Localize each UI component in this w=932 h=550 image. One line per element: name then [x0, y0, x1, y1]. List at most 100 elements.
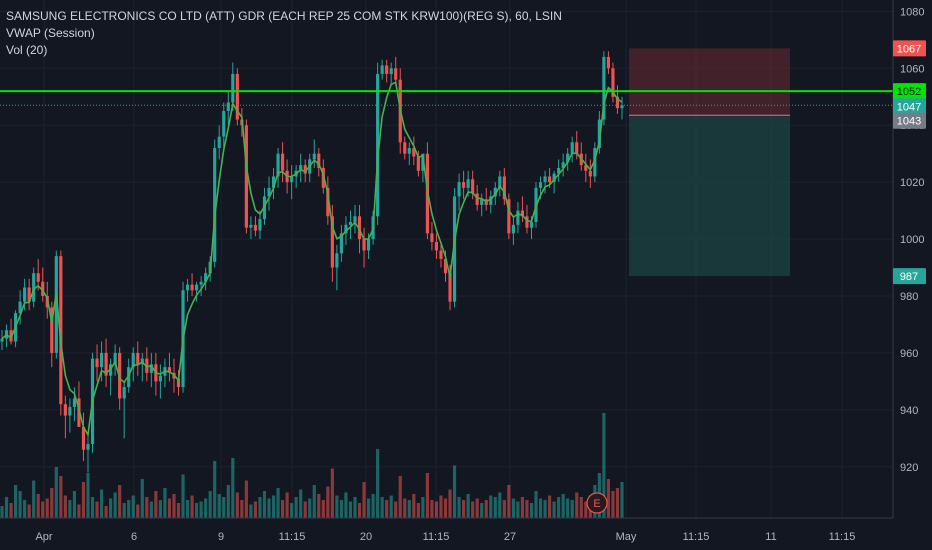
candle[interactable] [348, 222, 353, 225]
candle[interactable] [511, 224, 515, 234]
candle[interactable] [575, 142, 579, 154]
candle[interactable] [253, 224, 258, 231]
candle[interactable] [520, 210, 525, 217]
candle[interactable] [502, 176, 506, 200]
candle[interactable] [615, 96, 620, 109]
candle[interactable] [353, 216, 357, 222]
candle[interactable] [457, 182, 461, 197]
candle[interactable] [18, 301, 22, 314]
candle[interactable] [190, 284, 194, 291]
candle[interactable] [222, 111, 226, 137]
candle[interactable] [538, 182, 543, 188]
candle[interactable] [312, 153, 316, 160]
candle[interactable] [434, 241, 439, 251]
candle[interactable] [113, 352, 117, 365]
candle[interactable] [335, 253, 339, 268]
candle[interactable] [41, 281, 45, 296]
candle[interactable] [366, 239, 371, 251]
candle[interactable] [50, 307, 54, 353]
candle[interactable] [394, 68, 398, 80]
candle[interactable] [68, 407, 72, 416]
candle[interactable] [131, 352, 135, 368]
volume-indicator-label[interactable]: Vol (20) [6, 43, 48, 57]
candle[interactable] [548, 176, 552, 183]
candle[interactable] [235, 74, 239, 120]
candle[interactable] [127, 367, 131, 388]
candle[interactable] [244, 125, 248, 228]
candle[interactable] [480, 199, 484, 205]
candle[interactable] [412, 148, 416, 157]
candle[interactable] [299, 165, 303, 171]
candle[interactable] [290, 176, 294, 183]
candle[interactable] [385, 65, 389, 74]
earnings-icon[interactable] [586, 492, 608, 514]
candle[interactable] [557, 167, 561, 174]
candle[interactable] [77, 398, 81, 427]
candle[interactable] [466, 179, 470, 188]
candle[interactable] [452, 196, 457, 302]
candle[interactable] [54, 256, 58, 353]
candle[interactable] [475, 193, 479, 205]
candle[interactable] [611, 68, 615, 97]
candle[interactable] [231, 74, 235, 103]
candle[interactable] [593, 148, 597, 177]
candle[interactable] [606, 56, 611, 69]
candle[interactable] [570, 142, 574, 154]
candle[interactable] [403, 142, 407, 154]
candle[interactable] [149, 364, 153, 373]
candle[interactable] [281, 153, 285, 171]
candle[interactable] [63, 404, 67, 416]
candle[interactable] [462, 182, 466, 188]
candle[interactable] [620, 105, 624, 109]
candle[interactable] [326, 187, 330, 217]
candle[interactable] [27, 287, 31, 302]
candle[interactable] [357, 216, 362, 240]
candle[interactable] [448, 273, 452, 302]
candle[interactable] [597, 119, 601, 148]
candle[interactable] [199, 281, 203, 285]
candle[interactable] [344, 224, 348, 234]
candle[interactable] [9, 330, 13, 342]
stop-loss-zone[interactable] [629, 48, 790, 117]
candle[interactable] [32, 273, 36, 302]
candle[interactable] [516, 210, 520, 225]
candle[interactable] [95, 358, 99, 368]
candle[interactable] [588, 170, 592, 177]
candle[interactable] [86, 444, 90, 450]
candle[interactable] [99, 352, 104, 368]
candle[interactable] [217, 136, 221, 148]
candle[interactable] [317, 153, 321, 168]
vwap-indicator-label[interactable]: VWAP (Session) [6, 26, 95, 40]
candle[interactable] [145, 358, 149, 373]
candle[interactable] [185, 284, 190, 291]
candle[interactable] [584, 165, 588, 171]
candle[interactable] [176, 378, 181, 388]
candle[interactable] [276, 153, 280, 177]
candle[interactable] [330, 216, 334, 268]
candle[interactable] [158, 375, 162, 382]
candle[interactable] [249, 224, 253, 228]
candle[interactable] [471, 179, 475, 194]
candle[interactable] [204, 273, 208, 282]
candle[interactable] [416, 156, 420, 171]
candle[interactable] [443, 259, 448, 274]
candle[interactable] [0, 338, 4, 342]
candle[interactable] [226, 102, 230, 111]
candle[interactable] [380, 65, 384, 74]
candle[interactable] [529, 222, 534, 228]
candle[interactable] [195, 284, 199, 291]
candle[interactable] [543, 176, 547, 183]
candle[interactable] [81, 426, 86, 450]
candle[interactable] [430, 233, 434, 242]
take-profit-zone[interactable] [629, 116, 790, 277]
candle[interactable] [271, 176, 276, 188]
candle[interactable] [407, 148, 411, 154]
candle[interactable] [59, 256, 63, 405]
candle[interactable] [566, 153, 570, 163]
candle[interactable] [262, 196, 267, 220]
candle[interactable] [493, 187, 497, 197]
candle[interactable] [362, 239, 366, 251]
candle[interactable] [136, 352, 140, 365]
candle[interactable] [507, 199, 511, 234]
